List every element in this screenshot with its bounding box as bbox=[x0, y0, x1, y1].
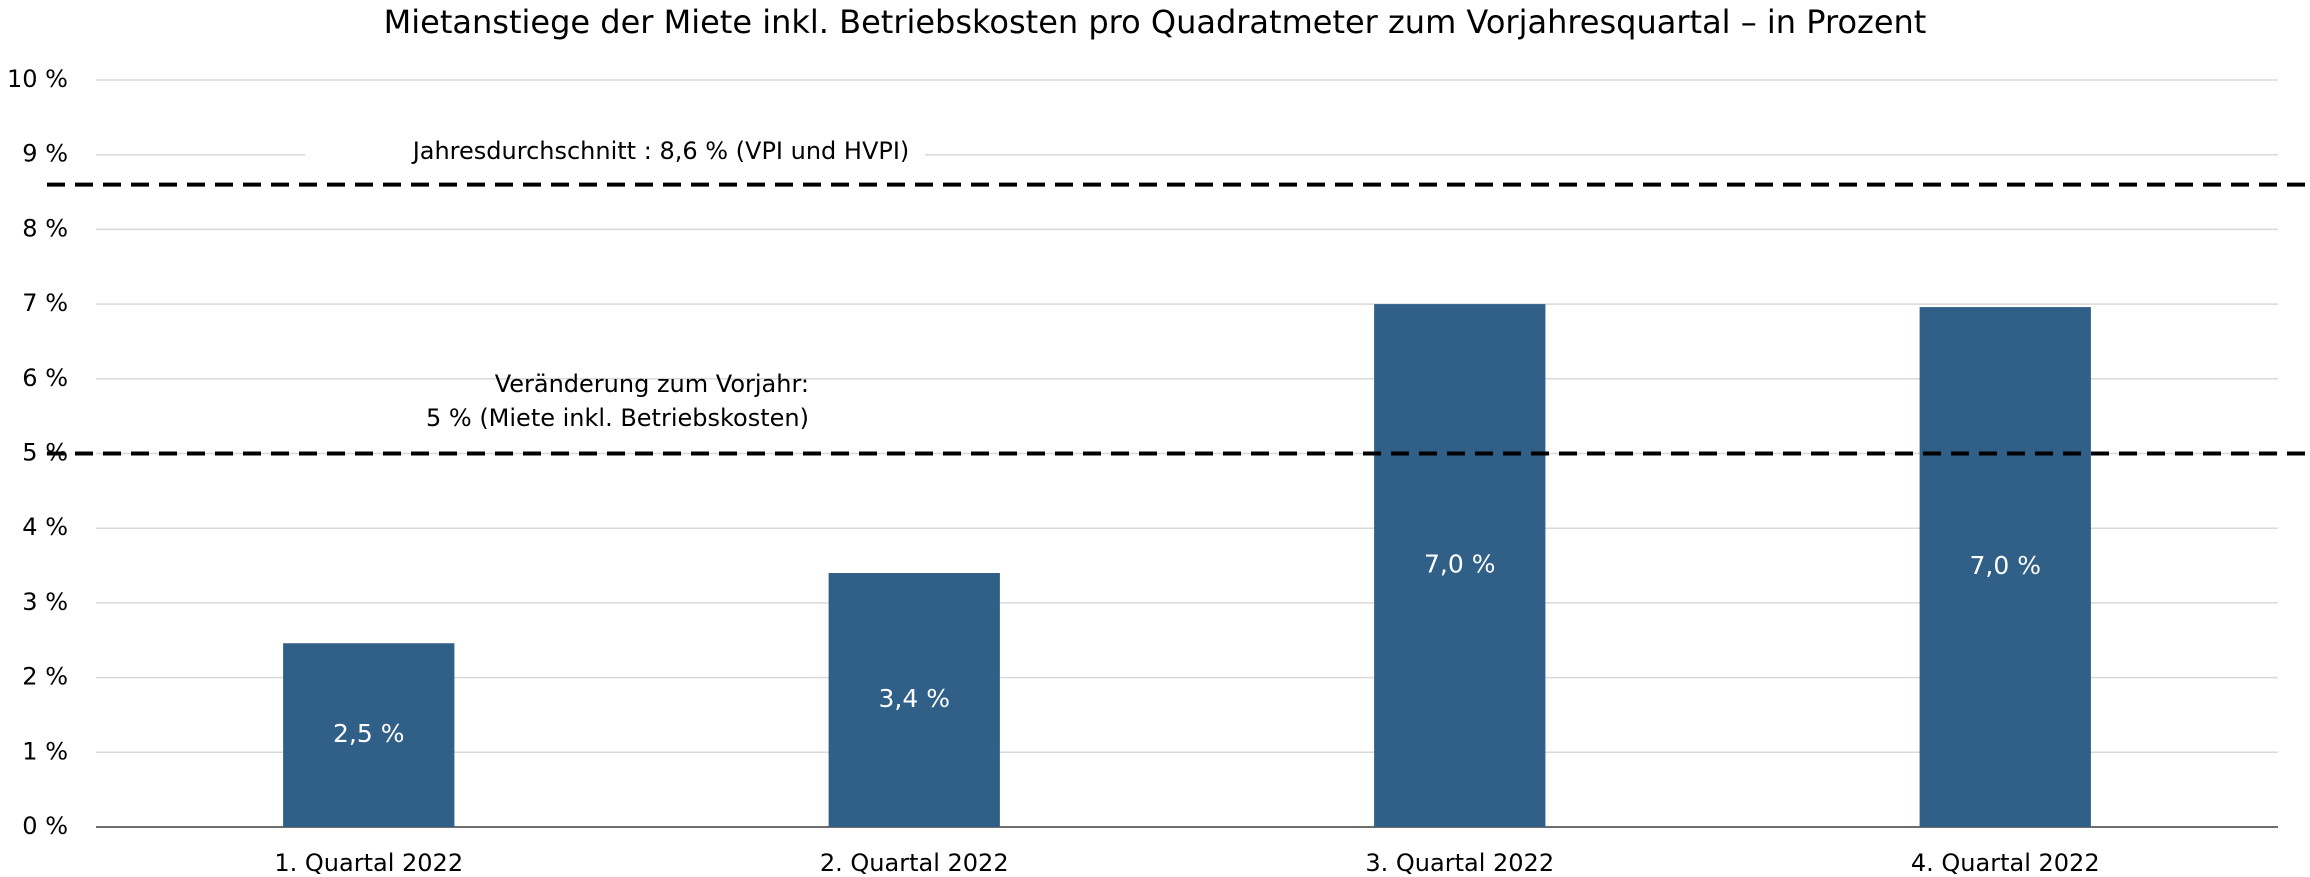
x-tick-label: 3. Quartal 2022 bbox=[1365, 849, 1554, 877]
y-tick-label: 0 % bbox=[22, 812, 68, 840]
y-tick-label: 3 % bbox=[22, 588, 68, 616]
reference-label: 5 % (Miete inkl. Betriebskosten) bbox=[426, 404, 809, 432]
data-label: 7,0 % bbox=[1424, 550, 1495, 579]
y-tick-label: 7 % bbox=[22, 289, 68, 317]
reference-label: Veränderung zum Vorjahr: bbox=[495, 370, 809, 398]
chart-title: Mietanstiege der Miete inkl. Betriebskos… bbox=[384, 3, 1927, 41]
x-tick-label: 1. Quartal 2022 bbox=[274, 849, 463, 877]
reference-label: Jahresdurchschnitt : 8,6 % (VPI und HVPI… bbox=[411, 137, 910, 165]
y-tick-label: 8 % bbox=[22, 214, 68, 242]
data-label: 7,0 % bbox=[1970, 551, 2041, 580]
bar bbox=[283, 643, 455, 827]
data-label: 2,5 % bbox=[333, 719, 404, 748]
x-tick-label: 2. Quartal 2022 bbox=[820, 849, 1009, 877]
bar bbox=[828, 573, 1000, 827]
data-label: 3,4 % bbox=[879, 684, 950, 713]
y-tick-label: 10 % bbox=[7, 65, 68, 93]
label-background bbox=[305, 134, 925, 172]
y-tick-label: 4 % bbox=[22, 513, 68, 541]
y-tick-label: 1 % bbox=[22, 737, 68, 765]
y-tick-label: 9 % bbox=[22, 140, 68, 168]
x-tick-label: 4. Quartal 2022 bbox=[1911, 849, 2100, 877]
y-tick-label: 2 % bbox=[22, 663, 68, 691]
y-tick-label: 6 % bbox=[22, 364, 68, 392]
bar bbox=[1919, 307, 2091, 827]
bar bbox=[1374, 304, 1546, 828]
